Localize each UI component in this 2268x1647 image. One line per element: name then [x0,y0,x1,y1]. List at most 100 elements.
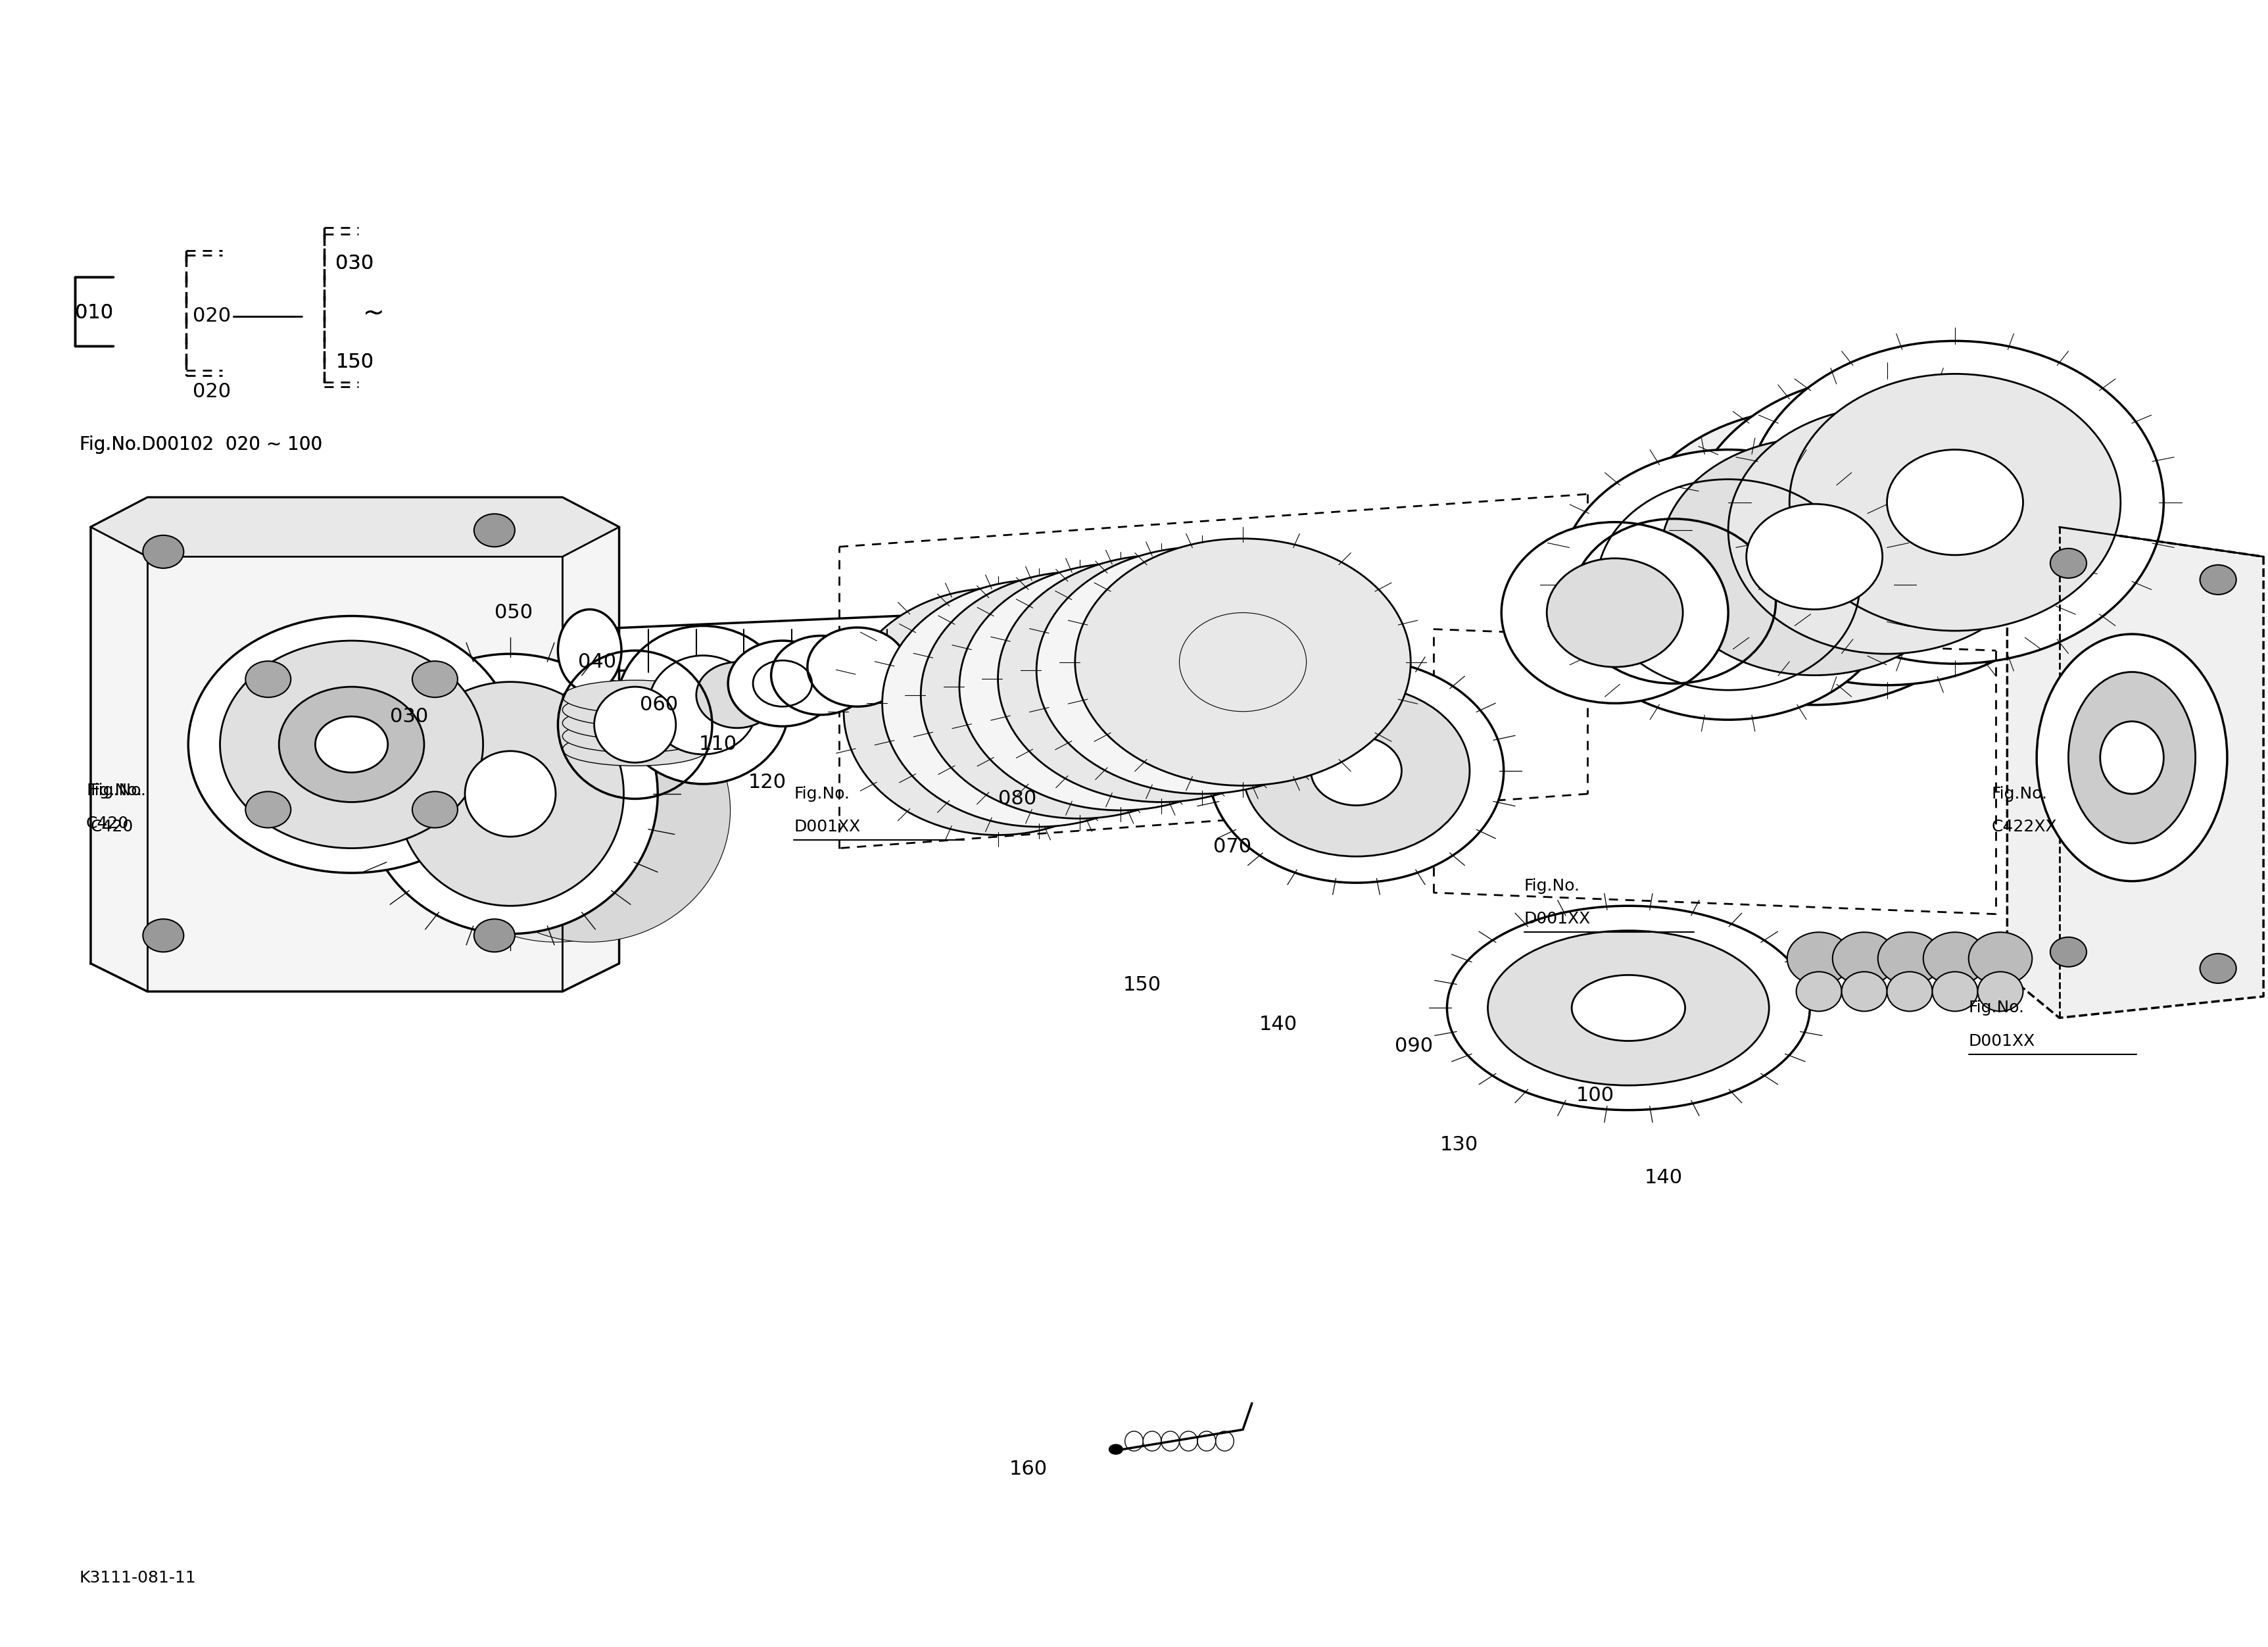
Ellipse shape [1796,972,1842,1011]
Ellipse shape [1547,558,1683,667]
Ellipse shape [465,751,556,837]
Ellipse shape [1622,408,2007,705]
Polygon shape [2007,527,2263,1018]
Ellipse shape [397,682,624,906]
Text: D001XX: D001XX [1524,911,1590,927]
Ellipse shape [363,654,658,934]
Text: 140: 140 [1644,1168,1683,1187]
Ellipse shape [1969,932,2032,985]
Ellipse shape [562,693,708,726]
Text: 160: 160 [1009,1459,1048,1479]
Ellipse shape [562,720,708,753]
Ellipse shape [2037,634,2227,881]
Ellipse shape [594,687,676,763]
Ellipse shape [844,588,1152,835]
Text: 010: 010 [75,303,113,323]
Text: 110: 110 [699,735,737,754]
Ellipse shape [1887,972,1932,1011]
Text: C420: C420 [86,815,129,832]
Text: Fig.No.: Fig.No. [1991,786,2048,802]
Ellipse shape [1501,522,1728,703]
Ellipse shape [959,563,1281,810]
Text: Fig.No.: Fig.No. [1524,878,1581,894]
Ellipse shape [562,733,708,766]
Ellipse shape [1842,972,1887,1011]
Ellipse shape [1728,407,2046,654]
Ellipse shape [2100,721,2164,794]
Text: 050: 050 [494,603,533,623]
Ellipse shape [2050,548,2087,578]
Text: 080: 080 [998,789,1036,809]
Ellipse shape [220,641,483,848]
Ellipse shape [188,616,515,873]
Text: Fig.No.: Fig.No. [794,786,850,802]
Ellipse shape [1109,1444,1123,1454]
Ellipse shape [143,535,184,568]
Text: 020: 020 [193,306,231,326]
Text: C420: C420 [91,819,134,835]
Ellipse shape [1687,376,2087,685]
Text: 030: 030 [390,707,429,726]
Ellipse shape [728,641,837,726]
Ellipse shape [1878,932,1941,985]
Ellipse shape [807,628,907,707]
Text: K3111-081-11: K3111-081-11 [79,1570,197,1586]
Ellipse shape [474,919,515,952]
Ellipse shape [279,687,424,802]
Ellipse shape [921,572,1238,819]
Text: 120: 120 [748,772,787,792]
Ellipse shape [413,792,458,828]
Text: 070: 070 [1213,837,1252,856]
Text: C422XX: C422XX [1991,819,2057,835]
Ellipse shape [998,555,1325,802]
Text: 140: 140 [1259,1015,1297,1034]
Ellipse shape [1978,972,2023,1011]
Ellipse shape [1833,932,1896,985]
Ellipse shape [143,919,184,952]
Text: Fig.No.D00102  020 ~ 100: Fig.No.D00102 020 ~ 100 [79,435,322,455]
Ellipse shape [1075,539,1411,786]
Ellipse shape [1447,906,1810,1110]
Text: 150: 150 [336,352,374,372]
Ellipse shape [1488,931,1769,1085]
Text: 020: 020 [193,382,231,402]
Polygon shape [91,497,619,557]
Ellipse shape [413,660,458,697]
Ellipse shape [562,680,708,713]
Ellipse shape [1787,932,1851,985]
Ellipse shape [1789,374,2121,631]
Text: Fig.No.: Fig.No. [1969,1000,2025,1016]
Ellipse shape [315,716,388,772]
Ellipse shape [474,514,515,547]
Text: 130: 130 [1440,1135,1479,1155]
Ellipse shape [1558,450,1898,720]
Ellipse shape [1932,972,1978,1011]
Text: 090: 090 [1395,1036,1433,1056]
Text: 040: 040 [578,652,617,672]
Ellipse shape [558,609,621,692]
Ellipse shape [1746,504,1882,609]
Ellipse shape [449,679,730,942]
Text: D001XX: D001XX [1969,1033,2034,1049]
Ellipse shape [649,656,758,754]
Ellipse shape [2200,954,2236,983]
Text: D001XX: D001XX [794,819,860,835]
Text: ~: ~ [363,300,383,326]
Text: 030: 030 [336,254,374,273]
Ellipse shape [617,626,789,784]
Ellipse shape [1746,341,2164,664]
Text: 100: 100 [1576,1085,1615,1105]
Text: 010: 010 [75,303,113,323]
Ellipse shape [1572,975,1685,1041]
Ellipse shape [562,707,708,740]
Text: Fig.No.: Fig.No. [86,782,143,799]
Ellipse shape [245,660,290,697]
Ellipse shape [2200,565,2236,595]
Text: 030: 030 [336,254,374,273]
Ellipse shape [696,662,778,728]
Ellipse shape [415,679,696,942]
Text: 060: 060 [640,695,678,715]
Ellipse shape [1923,932,1987,985]
Ellipse shape [1209,659,1504,883]
Ellipse shape [1311,736,1402,805]
